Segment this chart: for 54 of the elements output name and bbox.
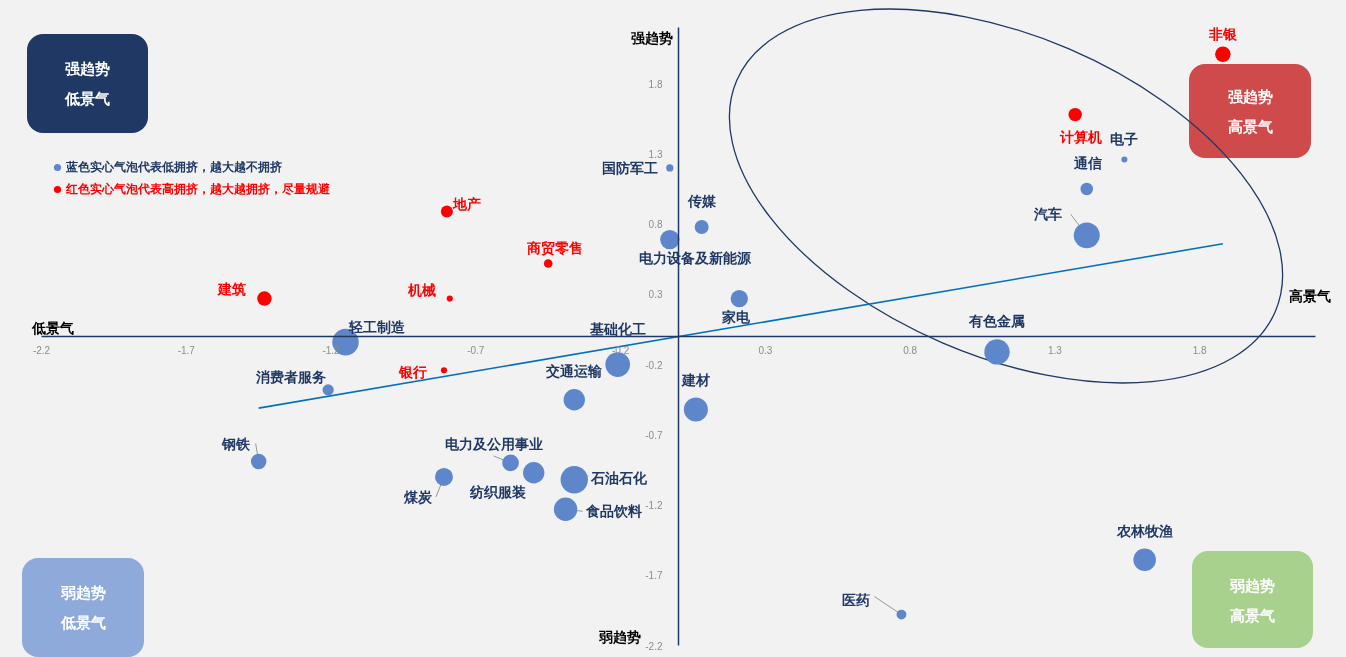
y-tick-label: -2.2 bbox=[645, 640, 663, 652]
x-tick-label: 0.3 bbox=[758, 344, 773, 356]
annotation: 低景气 bbox=[30, 319, 74, 336]
y-tick-label: 1.3 bbox=[648, 148, 663, 160]
annotation: 医药 bbox=[842, 591, 871, 608]
annotation: 强趋势低景气 bbox=[64, 60, 110, 107]
annotation: 地产 bbox=[451, 196, 481, 213]
y-tick-label: -0.7 bbox=[645, 429, 663, 441]
y-tick-label: -0.2 bbox=[645, 359, 663, 371]
annotation: 高景气 bbox=[1288, 287, 1331, 304]
y-tick-label: -1.7 bbox=[645, 570, 663, 582]
y-tick-label: 1.8 bbox=[648, 78, 663, 90]
annotation: 非银 bbox=[1207, 26, 1238, 43]
x-tick-label: -1.7 bbox=[177, 344, 196, 356]
y-tick-label: -1.2 bbox=[645, 500, 663, 512]
annotation: 强趋势 bbox=[630, 29, 673, 46]
annotation: 纺织服装 bbox=[468, 483, 526, 500]
annotation: 建筑 bbox=[217, 280, 247, 297]
annotation: 农林牧渔 bbox=[1115, 522, 1173, 539]
annotation: 基础化工 bbox=[588, 320, 646, 337]
legend-label: 蓝色实心气泡代表低拥挤，越大越不拥挤 bbox=[66, 158, 282, 176]
annotation: 汽车 bbox=[1032, 206, 1062, 223]
annotation: 银行 bbox=[397, 364, 427, 381]
annotation: 弱趋势 bbox=[597, 628, 641, 645]
annotation: 有色金属 bbox=[968, 312, 1025, 329]
legend-label: 红色实心气泡代表高拥挤，越大越拥挤，尽量规避 bbox=[66, 180, 330, 198]
x-tick-label: -0.2 bbox=[611, 344, 630, 356]
y-tick-label: 0.8 bbox=[648, 219, 663, 231]
x-tick-label: 1.3 bbox=[1047, 344, 1063, 356]
annotation: 计算机 bbox=[1059, 128, 1103, 145]
annotation: 轻工制造 bbox=[347, 319, 406, 336]
annotation: 建材 bbox=[680, 371, 710, 388]
annotation: 国防军工 bbox=[601, 159, 658, 176]
annotation: 钢铁 bbox=[220, 435, 251, 452]
annotation: 电子 bbox=[1110, 130, 1139, 147]
annotation: 弱趋势高景气 bbox=[1229, 577, 1275, 624]
x-tick-label: 0.8 bbox=[903, 344, 918, 356]
annotation: 煤炭 bbox=[402, 488, 433, 505]
x-tick-label: -2.2 bbox=[32, 344, 51, 356]
annotation: 机械 bbox=[406, 281, 436, 298]
annotation: 弱趋势低景气 bbox=[60, 584, 106, 631]
annotation: 商贸零售 bbox=[526, 240, 584, 257]
x-tick-label: -0.7 bbox=[467, 344, 485, 356]
annotation: 食品饮料 bbox=[584, 503, 642, 520]
annotation: 电力及公用事业 bbox=[444, 435, 543, 452]
annotation: 通信 bbox=[1072, 155, 1102, 172]
annotation: 强趋势高景气 bbox=[1228, 88, 1273, 135]
x-tick-label: 1.8 bbox=[1192, 344, 1208, 356]
y-tick-label: 0.3 bbox=[648, 289, 663, 301]
annotation: 传媒 bbox=[686, 192, 717, 209]
annotation: 消费者服务 bbox=[255, 368, 327, 385]
annotation: 交通运输 bbox=[545, 362, 604, 379]
annotation: 家电 bbox=[721, 308, 752, 325]
annotation: 石油石化 bbox=[590, 469, 649, 486]
